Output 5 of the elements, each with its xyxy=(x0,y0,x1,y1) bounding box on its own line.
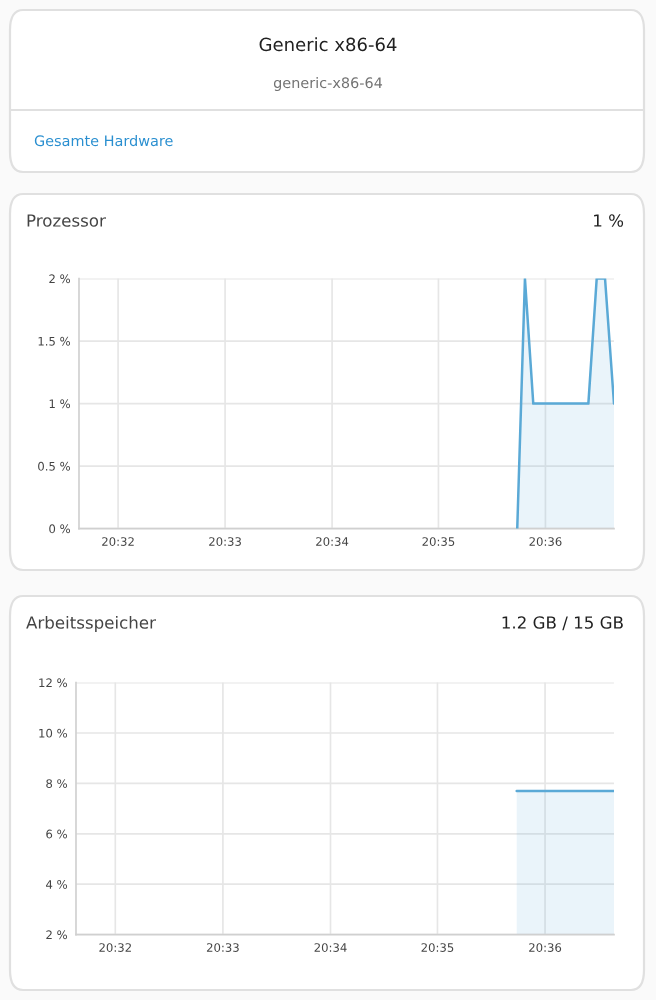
text: Generic x86-64 xyxy=(259,37,397,52)
chart-title: Arbeitsspeicher xyxy=(26,615,156,633)
chart-subtitle: 1.2 GB / 15 GB xyxy=(502,616,623,631)
chart-title: Prozessor xyxy=(27,214,106,227)
chart-subtitle: 1 % xyxy=(594,214,624,227)
